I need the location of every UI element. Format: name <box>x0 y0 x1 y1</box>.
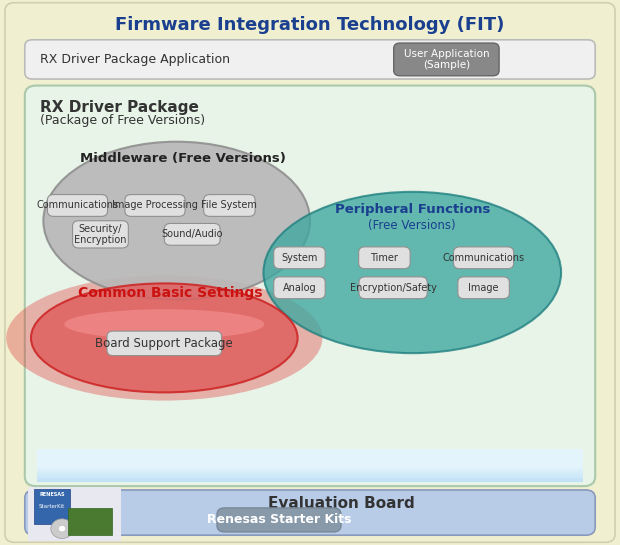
FancyBboxPatch shape <box>37 456 583 474</box>
Text: Communications: Communications <box>443 253 525 263</box>
FancyBboxPatch shape <box>37 457 583 475</box>
Text: (Package of Free Versions): (Package of Free Versions) <box>40 114 205 128</box>
Ellipse shape <box>264 192 561 353</box>
FancyBboxPatch shape <box>37 456 583 474</box>
Text: (Free Versions): (Free Versions) <box>368 219 456 232</box>
Ellipse shape <box>64 310 264 339</box>
FancyBboxPatch shape <box>37 464 583 482</box>
FancyBboxPatch shape <box>203 195 255 216</box>
FancyBboxPatch shape <box>107 331 222 356</box>
Text: Communications: Communications <box>37 201 118 210</box>
FancyBboxPatch shape <box>68 508 112 535</box>
Text: Evaluation Board: Evaluation Board <box>268 496 414 511</box>
FancyBboxPatch shape <box>5 3 615 542</box>
Text: RENESAS: RENESAS <box>39 492 65 497</box>
Text: System: System <box>281 253 317 263</box>
FancyBboxPatch shape <box>25 40 595 79</box>
FancyBboxPatch shape <box>28 487 121 541</box>
Text: Sound/Audio: Sound/Audio <box>161 229 223 239</box>
Ellipse shape <box>31 283 298 392</box>
Text: Renesas Starter Kits: Renesas Starter Kits <box>206 513 352 526</box>
FancyBboxPatch shape <box>458 277 510 299</box>
FancyBboxPatch shape <box>37 453 583 471</box>
FancyBboxPatch shape <box>274 247 325 269</box>
FancyBboxPatch shape <box>37 451 583 469</box>
Text: Common Basic Settings: Common Basic Settings <box>78 286 263 300</box>
FancyBboxPatch shape <box>359 277 427 299</box>
FancyBboxPatch shape <box>37 462 583 480</box>
Text: User Application
(Sample): User Application (Sample) <box>404 49 489 70</box>
Ellipse shape <box>6 275 322 401</box>
Text: Image: Image <box>468 283 499 293</box>
Text: Security/
Encryption: Security/ Encryption <box>74 224 126 245</box>
FancyBboxPatch shape <box>37 459 583 477</box>
FancyBboxPatch shape <box>164 223 220 245</box>
Text: File System: File System <box>202 201 257 210</box>
Circle shape <box>58 525 66 532</box>
FancyBboxPatch shape <box>25 490 595 535</box>
FancyBboxPatch shape <box>37 458 583 476</box>
Text: Analog: Analog <box>283 283 316 293</box>
FancyBboxPatch shape <box>37 450 583 468</box>
Text: RX Driver Package Application: RX Driver Package Application <box>40 53 230 66</box>
FancyBboxPatch shape <box>37 452 583 470</box>
FancyBboxPatch shape <box>37 464 583 482</box>
FancyBboxPatch shape <box>37 451 583 469</box>
FancyBboxPatch shape <box>37 459 583 477</box>
Text: Encryption/Safety: Encryption/Safety <box>350 283 436 293</box>
FancyBboxPatch shape <box>34 489 70 524</box>
FancyBboxPatch shape <box>37 449 583 467</box>
Text: Peripheral Functions: Peripheral Functions <box>335 203 490 216</box>
FancyBboxPatch shape <box>394 43 499 76</box>
FancyBboxPatch shape <box>358 247 410 269</box>
Text: Image Processing: Image Processing <box>112 201 198 210</box>
Ellipse shape <box>43 142 310 300</box>
FancyBboxPatch shape <box>37 455 583 473</box>
Text: RX Driver Package: RX Driver Package <box>40 100 199 115</box>
FancyBboxPatch shape <box>37 463 583 481</box>
FancyBboxPatch shape <box>25 86 595 486</box>
FancyBboxPatch shape <box>37 454 583 472</box>
FancyBboxPatch shape <box>274 277 325 299</box>
FancyBboxPatch shape <box>37 461 583 479</box>
FancyBboxPatch shape <box>47 195 108 216</box>
FancyBboxPatch shape <box>454 247 513 269</box>
Text: Board Support Package: Board Support Package <box>95 337 233 350</box>
FancyBboxPatch shape <box>217 508 341 532</box>
FancyBboxPatch shape <box>37 461 583 479</box>
FancyBboxPatch shape <box>125 195 185 216</box>
Circle shape <box>51 519 73 538</box>
FancyBboxPatch shape <box>73 221 128 248</box>
Text: Timer: Timer <box>371 253 398 263</box>
Text: StarterKit: StarterKit <box>39 504 65 509</box>
Text: Middleware (Free Versions): Middleware (Free Versions) <box>80 152 286 165</box>
Text: Firmware Integration Technology (FIT): Firmware Integration Technology (FIT) <box>115 15 505 34</box>
